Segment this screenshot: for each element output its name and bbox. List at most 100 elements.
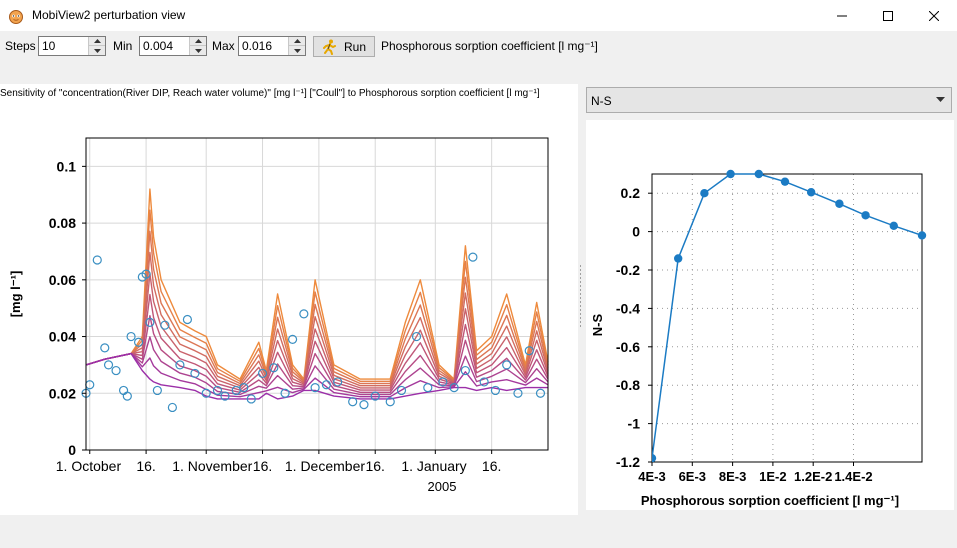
max-label: Max xyxy=(212,39,235,53)
grip-dot xyxy=(580,297,581,299)
ns-point xyxy=(754,169,763,179)
min-input[interactable] xyxy=(140,37,191,55)
observed-point xyxy=(310,383,320,393)
close-button[interactable] xyxy=(911,0,957,31)
ns-point xyxy=(700,189,709,198)
year-label: 2005 xyxy=(428,479,457,494)
observed-point xyxy=(411,331,422,342)
spin-up-icon[interactable] xyxy=(289,37,305,46)
observed-point xyxy=(299,309,309,319)
grip-dot xyxy=(580,293,581,295)
y-tick-label: -0.6 xyxy=(616,339,640,355)
y-tick-label: 0.08 xyxy=(49,215,76,231)
observed-point xyxy=(145,317,155,327)
steps-spinbox[interactable] xyxy=(38,36,106,56)
chevron-down-icon xyxy=(936,97,945,102)
minimize-icon xyxy=(837,15,847,16)
steps-input[interactable] xyxy=(39,37,90,55)
grip-dot xyxy=(580,309,581,311)
x-axis-label: Phosphorous sorption coefficient [l mg⁻¹… xyxy=(641,493,899,508)
grip-dot xyxy=(580,317,581,319)
y-tick-label: -1 xyxy=(628,416,641,432)
observed-point xyxy=(479,377,489,387)
observed-point xyxy=(160,320,170,330)
observed-point xyxy=(190,368,200,379)
grip-dot xyxy=(580,301,581,303)
perturbation-series-line xyxy=(85,336,549,396)
observed-point xyxy=(287,334,298,344)
max-input[interactable] xyxy=(239,37,290,55)
sensitivity-chart[interactable]: Sensitivity of "concentration(River DIP,… xyxy=(0,84,578,515)
window-title: MobiView2 perturbation view xyxy=(32,8,186,22)
maximize-button[interactable] xyxy=(865,0,911,31)
spin-down-icon[interactable] xyxy=(89,46,105,55)
grip-dot xyxy=(580,281,581,283)
ns-chart[interactable]: 0.2 0 -0.2 -0.4 -0.6 -0.8 -1 -1.2 4E-3 6E-3 8E-3 1… xyxy=(586,120,954,510)
observed-point xyxy=(513,388,523,398)
perturbation-series-line xyxy=(85,293,549,391)
observed-point xyxy=(449,383,459,393)
observed-point xyxy=(269,363,279,373)
x-tick-label: 16. xyxy=(365,458,384,474)
perturbation-series-line xyxy=(85,230,549,385)
run-label: Run xyxy=(344,39,367,54)
spin-down-icon[interactable] xyxy=(289,46,305,55)
observed-point xyxy=(152,385,162,396)
ns-chart-panel: 0.2 0 -0.2 -0.4 -0.6 -0.8 -1 -1.2 4E-3 6E-3 8E-3 1… xyxy=(586,120,954,510)
y-tick-label: 0 xyxy=(68,442,76,458)
observed-point xyxy=(212,385,223,396)
observed-point xyxy=(220,391,230,401)
observed-point xyxy=(167,402,177,413)
min-spin-buttons[interactable] xyxy=(189,37,206,55)
splitter-handle[interactable] xyxy=(579,265,582,329)
observed-point xyxy=(423,383,433,393)
y-tick-label: -0.4 xyxy=(616,300,640,316)
observed-point xyxy=(359,400,369,410)
observed-point xyxy=(141,269,151,279)
grip-dot xyxy=(580,321,581,323)
observed-point xyxy=(111,365,121,376)
observed-point xyxy=(126,331,136,342)
perturbation-series-line xyxy=(85,352,548,400)
ns-point xyxy=(861,211,870,220)
spin-up-icon[interactable] xyxy=(89,37,105,46)
run-button[interactable]: Run xyxy=(313,36,375,57)
ns-series-line xyxy=(652,173,923,459)
observed-point xyxy=(385,397,395,407)
x-tick-label: 1. December xyxy=(285,458,365,474)
spin-down-icon[interactable] xyxy=(190,46,206,55)
observed-point xyxy=(100,343,110,353)
toolbar: Steps Min Max Run Phosphorous sorption c… xyxy=(0,31,957,61)
x-tick-label: 1E-2 xyxy=(759,469,786,484)
y-tick-label: 0.04 xyxy=(49,329,76,345)
y-axis-label: [mg l⁻¹] xyxy=(8,271,23,318)
spin-up-icon[interactable] xyxy=(190,37,206,46)
observed-point xyxy=(535,388,546,398)
steps-spin-buttons[interactable] xyxy=(88,37,105,55)
ns-point xyxy=(806,188,816,197)
observed-point xyxy=(280,388,290,398)
ns-point xyxy=(835,199,844,208)
ns-point xyxy=(673,254,683,263)
x-tick-label: 1. January xyxy=(401,458,466,474)
observed-point xyxy=(438,377,448,387)
observed-point xyxy=(257,368,268,379)
observed-point xyxy=(396,385,407,396)
max-spinbox[interactable] xyxy=(238,36,306,56)
grip-dot xyxy=(580,305,581,307)
plot-frame xyxy=(651,173,923,463)
max-spin-buttons[interactable] xyxy=(288,37,305,55)
grip-dot xyxy=(580,285,581,287)
statistic-dropdown[interactable]: N-S xyxy=(586,87,952,113)
mobiview-app-icon xyxy=(9,10,23,24)
perturbation-series-line xyxy=(85,314,549,393)
minimize-button[interactable] xyxy=(819,0,865,31)
sensitivity-chart-panel: Sensitivity of "concentration(River DIP,… xyxy=(0,84,578,515)
perturbation-series-line xyxy=(85,352,549,398)
x-tick-label: 4E-3 xyxy=(638,469,665,484)
grip-dot xyxy=(580,265,581,267)
observed-point xyxy=(103,360,114,370)
x-tick-label: 1.4E-2 xyxy=(834,469,872,484)
x-tick-label: 8E-3 xyxy=(719,469,746,484)
min-spinbox[interactable] xyxy=(139,36,207,56)
